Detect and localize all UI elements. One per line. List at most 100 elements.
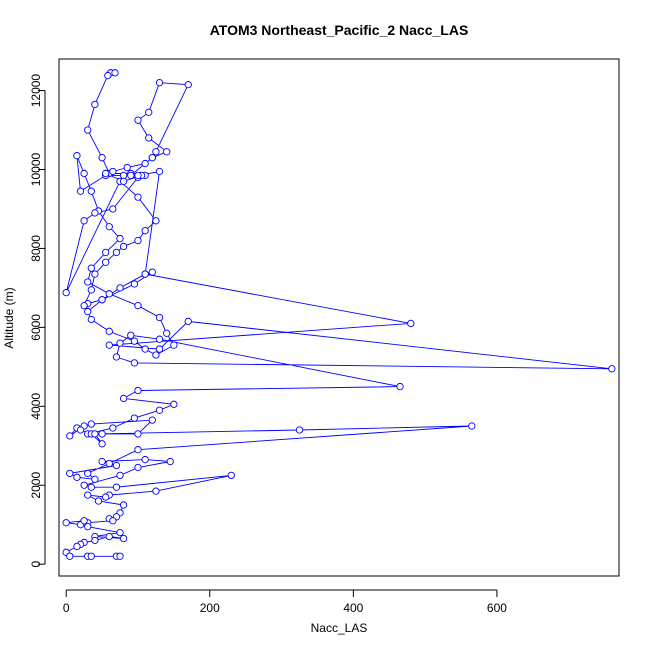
data-point	[91, 100, 99, 109]
data-point	[155, 313, 164, 322]
data-point	[109, 517, 117, 525]
data-point	[155, 345, 164, 353]
data-point	[116, 471, 124, 480]
data-point	[141, 159, 149, 168]
data-point	[80, 481, 88, 489]
data-point	[152, 217, 160, 225]
y-axis-label: Altitude (m)	[2, 287, 16, 348]
data-point	[130, 280, 139, 288]
data-point	[396, 382, 404, 391]
data-point	[152, 351, 160, 359]
y-tick-label: 2000	[29, 472, 43, 499]
data-point	[105, 327, 113, 335]
data-point	[145, 108, 153, 116]
data-point	[80, 217, 88, 225]
data-point	[134, 302, 142, 310]
data-point	[112, 353, 121, 361]
data-point	[87, 315, 95, 324]
data-point	[155, 167, 164, 176]
data-point	[141, 455, 149, 464]
data-point	[102, 169, 110, 178]
y-tick-label: 6000	[29, 314, 43, 341]
chart-title: ATOM3 Northeast_Pacific_2 Nacc_LAS	[210, 22, 469, 38]
data-point	[104, 71, 112, 80]
data-point	[91, 475, 99, 483]
data-point	[141, 345, 149, 353]
data-point	[166, 457, 174, 466]
data-point	[134, 193, 142, 201]
plot-frame	[58, 58, 620, 577]
data-point	[145, 134, 153, 142]
y-tick-label: 0	[29, 561, 43, 568]
data-point	[227, 471, 235, 480]
data-point	[152, 148, 160, 156]
data-point	[163, 329, 171, 337]
data-point	[116, 552, 124, 560]
data-point	[87, 420, 95, 428]
data-point	[141, 270, 149, 278]
data-point	[109, 167, 117, 176]
data-point	[148, 416, 156, 424]
y-tick-label: 12000	[29, 74, 43, 108]
data-point	[116, 284, 124, 292]
data-point	[134, 430, 142, 438]
x-axis-label: Nacc_LAS	[311, 621, 368, 635]
data-point	[134, 446, 142, 454]
data-point	[62, 288, 70, 297]
data-point	[127, 171, 135, 180]
data-point	[134, 463, 142, 472]
data-point	[109, 205, 117, 213]
y-axis: 0 2000 4000 6000 8000 10000 12000	[29, 74, 46, 568]
data-point	[94, 497, 103, 505]
data-point	[130, 337, 139, 345]
y-tick-label: 8000	[29, 235, 43, 262]
data-point	[184, 317, 192, 326]
data-point	[98, 430, 106, 438]
data-point	[134, 386, 142, 395]
data-point	[80, 302, 88, 310]
data-point	[91, 430, 99, 438]
data-point	[98, 457, 106, 466]
data-point	[84, 469, 92, 478]
data-point	[163, 148, 171, 156]
data-point	[134, 236, 142, 245]
data-point	[170, 400, 178, 408]
data-point	[119, 534, 128, 543]
x-tick-label: 600	[487, 601, 507, 615]
data-point	[105, 459, 113, 468]
data-point	[66, 552, 74, 560]
data-point	[119, 242, 128, 251]
data-point	[91, 209, 99, 217]
data-point	[109, 424, 117, 432]
data-point	[119, 501, 128, 509]
data-point	[141, 227, 149, 235]
data-point	[105, 290, 113, 298]
data-point	[148, 268, 156, 276]
data-point	[87, 286, 95, 294]
y-tick-label: 10000	[29, 152, 43, 186]
data-point	[98, 154, 106, 162]
x-axis: 0 200 400 600	[63, 589, 507, 615]
x-tick-label: 0	[63, 601, 70, 615]
data-point	[155, 335, 164, 343]
data-point	[91, 270, 99, 278]
data-point	[134, 171, 142, 180]
data-point	[73, 542, 81, 551]
data-point	[84, 126, 92, 134]
data-point	[127, 331, 135, 339]
data-point	[66, 469, 74, 478]
data-point	[105, 223, 113, 231]
data-point	[98, 440, 106, 448]
data-point	[98, 296, 106, 304]
data-point	[102, 493, 110, 501]
plot-area	[62, 69, 616, 560]
data-point	[105, 341, 113, 349]
data-point	[87, 552, 95, 560]
data-point	[407, 319, 415, 328]
x-tick-label: 200	[200, 601, 220, 615]
data-point	[116, 234, 124, 243]
data-point	[84, 523, 92, 531]
data-point	[84, 278, 92, 286]
data-point	[119, 394, 128, 403]
